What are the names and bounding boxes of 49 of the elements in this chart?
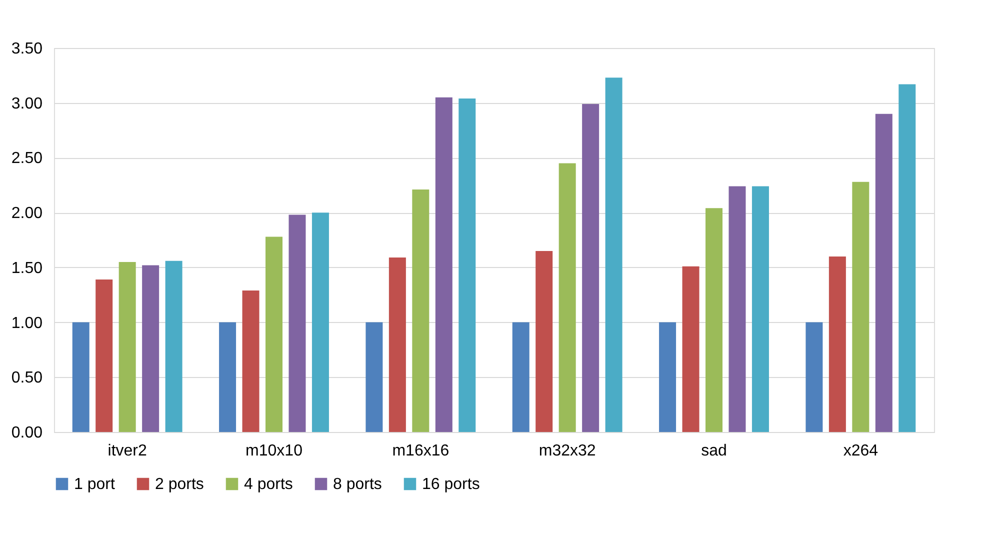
bar bbox=[752, 186, 769, 432]
bar bbox=[828, 256, 846, 432]
bar bbox=[458, 98, 476, 432]
bar bbox=[412, 190, 430, 432]
y-tick-label: 0.00 bbox=[11, 424, 43, 442]
bar bbox=[366, 322, 383, 432]
bar bbox=[706, 208, 722, 432]
bar bbox=[72, 322, 90, 432]
y-tick-label: 2.00 bbox=[11, 205, 43, 222]
y-tick-label: 3.00 bbox=[11, 95, 43, 112]
bar bbox=[682, 266, 700, 432]
bar bbox=[312, 212, 329, 432]
legend-label: 2 ports bbox=[155, 476, 204, 493]
y-tick-label: 2.50 bbox=[11, 150, 43, 168]
bar bbox=[582, 104, 600, 432]
bar bbox=[659, 322, 676, 432]
bar bbox=[512, 322, 530, 432]
bar bbox=[96, 279, 113, 432]
bar bbox=[142, 265, 160, 432]
x-tick-label: m16x16 bbox=[392, 442, 450, 460]
bar bbox=[219, 322, 236, 432]
bar bbox=[435, 97, 452, 432]
legend-label: 16 ports bbox=[422, 476, 480, 493]
bar bbox=[605, 78, 622, 432]
bar bbox=[288, 214, 306, 432]
bar bbox=[852, 182, 870, 432]
bar bbox=[558, 163, 576, 432]
y-tick-label: 0.50 bbox=[11, 370, 43, 387]
bar bbox=[875, 114, 892, 432]
x-tick-label: m32x32 bbox=[538, 442, 596, 460]
x-tick-label: x264 bbox=[843, 442, 878, 460]
bar bbox=[536, 250, 553, 432]
legend-label: 8 ports bbox=[333, 476, 382, 493]
bar bbox=[242, 290, 260, 432]
bar bbox=[388, 258, 406, 432]
bar bbox=[118, 262, 136, 432]
legend-label: 1 port bbox=[74, 476, 116, 493]
bar bbox=[165, 260, 182, 432]
bar bbox=[898, 84, 916, 432]
y-tick-label: 3.50 bbox=[11, 40, 43, 58]
bar bbox=[266, 236, 282, 432]
x-tick-label: itver2 bbox=[108, 442, 147, 460]
y-tick-label: 1.50 bbox=[11, 260, 43, 277]
bar bbox=[806, 322, 823, 432]
x-tick-label: m10x10 bbox=[246, 442, 303, 460]
y-tick-label: 1.00 bbox=[11, 314, 43, 332]
legend-label: 4 ports bbox=[244, 476, 293, 493]
x-tick-label: sad bbox=[701, 442, 727, 460]
bar bbox=[728, 186, 746, 432]
